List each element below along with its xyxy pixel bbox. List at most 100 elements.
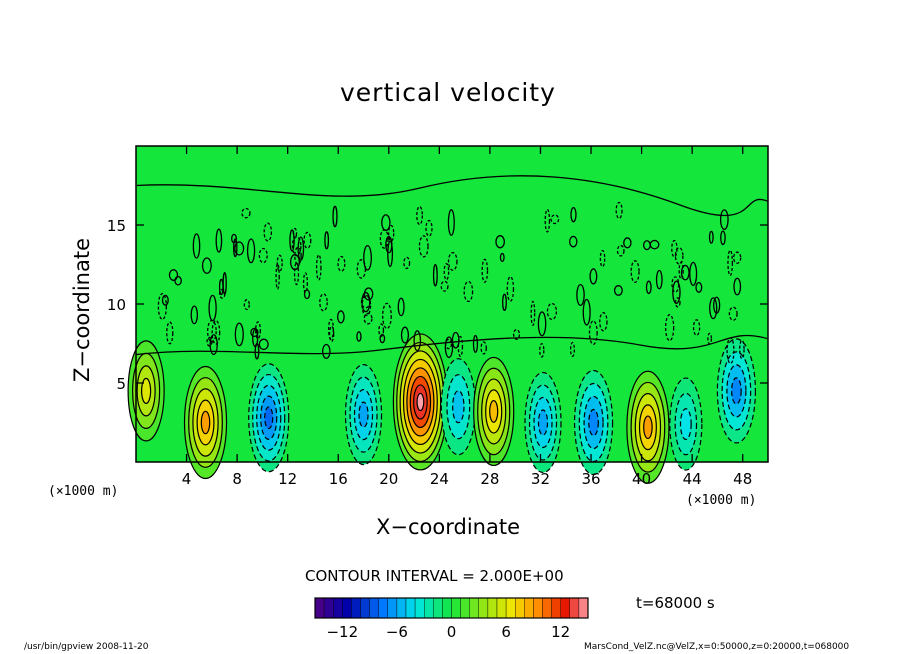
small-contour [537, 311, 547, 337]
colorbar-cell [460, 597, 470, 619]
small-contour [294, 246, 302, 265]
contour-level [643, 415, 653, 440]
colorbar-cell [378, 597, 389, 619]
small-contour [385, 236, 393, 254]
contour-level [489, 400, 499, 423]
small-contour [263, 222, 273, 242]
small-contour [215, 228, 223, 253]
small-contour [472, 334, 479, 353]
x-tick-label: 36 [581, 470, 600, 488]
small-contour [174, 275, 182, 286]
small-contour [582, 298, 591, 326]
small-contour [506, 276, 515, 302]
small-contour [645, 280, 652, 295]
small-contour [692, 319, 701, 336]
small-contour [302, 272, 308, 294]
small-contour [440, 280, 449, 292]
small-contour [616, 244, 625, 257]
small-contour [297, 236, 305, 261]
small-contour [432, 263, 438, 287]
contour-level [264, 406, 274, 430]
x-tick-label: 44 [683, 470, 702, 488]
x-tick-label: 40 [632, 470, 651, 488]
small-contour [168, 269, 179, 281]
colorbar-cell [396, 597, 407, 619]
small-contour [444, 336, 454, 359]
footer-right: MarsCond_VelZ.nc@VelZ,x=0:50000,z=0:2000… [584, 642, 850, 652]
small-contour [234, 322, 244, 347]
small-contour [293, 262, 300, 286]
colorbar-cell [442, 597, 452, 619]
colorbar-cell [314, 597, 325, 619]
contour-level [416, 392, 425, 412]
field-feature [183, 365, 228, 480]
contour-interval-label: CONTOUR INTERVAL = 2.000E+00 [305, 567, 564, 585]
small-contour [363, 312, 373, 325]
small-contour [570, 206, 577, 223]
colorbar-cell [342, 597, 352, 619]
small-contour [695, 281, 703, 293]
colorbar-cell [533, 597, 543, 619]
field-feature [344, 364, 383, 466]
small-contour [727, 249, 734, 277]
colorbar-cell [433, 597, 443, 619]
colorbar-tick-label: 12 [551, 623, 570, 641]
colorbar-cell [515, 597, 525, 619]
small-contour [544, 208, 551, 233]
small-contour [397, 297, 405, 317]
colorbar-cell [524, 597, 534, 619]
small-contour [689, 261, 698, 287]
small-contour [674, 247, 684, 265]
small-contour [382, 302, 392, 330]
small-contour [447, 252, 458, 271]
x-tick-label: 20 [379, 470, 398, 488]
small-contour [480, 341, 487, 355]
field-feature [440, 358, 476, 456]
contour-level [358, 401, 369, 428]
small-contour [363, 287, 374, 301]
x-tick-label: 24 [430, 470, 449, 488]
small-contour [208, 294, 217, 322]
small-contour [328, 325, 335, 343]
field-feature [626, 370, 670, 484]
small-contour [463, 280, 474, 303]
small-contour [613, 285, 623, 296]
colorbar-cell [569, 597, 580, 619]
upper-contours [135, 175, 769, 365]
contour-level [679, 408, 692, 441]
small-contour [588, 320, 598, 346]
colorbar-cell [496, 597, 507, 619]
small-contour [576, 284, 585, 307]
small-contour [190, 305, 199, 325]
small-contour [252, 328, 259, 348]
colorbar-cell [505, 597, 516, 619]
small-contour [400, 326, 410, 344]
colorbar-cell [551, 597, 561, 619]
small-contour [378, 323, 385, 338]
plot-area [127, 146, 769, 484]
small-contour [243, 299, 250, 311]
small-contour [324, 231, 330, 250]
y-tick-label: 15 [107, 217, 126, 235]
colorbar-tick-label: 0 [447, 623, 457, 641]
x-tick-label: 28 [480, 470, 499, 488]
field-feature [248, 363, 290, 473]
colorbar-cell [578, 597, 589, 619]
x-tick-label: 32 [531, 470, 550, 488]
small-contour [319, 293, 328, 312]
small-contour [363, 245, 372, 271]
small-contour [209, 334, 218, 356]
small-contour [403, 256, 411, 270]
small-contour [599, 249, 606, 268]
colorbar-cell [478, 597, 489, 619]
small-contour [276, 254, 283, 272]
small-contour [337, 310, 345, 324]
small-contour [425, 219, 433, 237]
footer-left: /usr/bin/gpview 2008-11-20 [24, 642, 149, 652]
small-contour [315, 254, 322, 281]
zero-contour [135, 334, 769, 356]
field-feature [392, 333, 448, 471]
small-contour [211, 319, 221, 345]
